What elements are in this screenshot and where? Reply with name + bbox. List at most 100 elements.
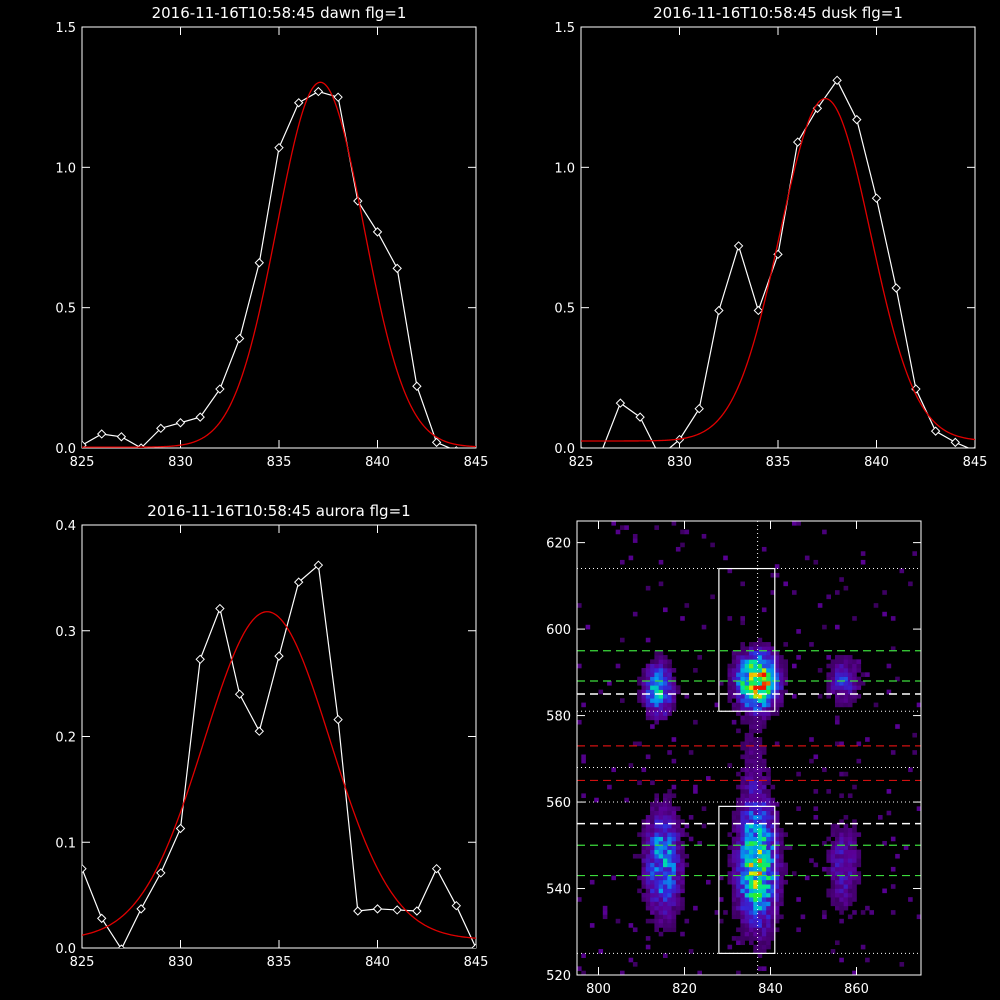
heatmap-cell xyxy=(658,676,664,682)
heatmap-cell xyxy=(852,689,857,695)
heatmap-cell xyxy=(770,572,776,578)
heatmap-cell xyxy=(774,815,780,820)
heatmap-cell xyxy=(740,832,745,837)
heatmap-cell xyxy=(654,923,659,928)
heatmap-cell xyxy=(736,797,741,803)
heatmap-cell xyxy=(830,832,836,837)
heatmap-cell xyxy=(718,680,724,686)
heatmap-cell xyxy=(740,581,745,587)
heatmap-cell xyxy=(654,711,659,716)
heatmap-cell xyxy=(645,892,651,898)
heatmap-cell xyxy=(736,845,741,850)
heatmap-cell xyxy=(675,849,681,855)
data-point xyxy=(136,904,146,914)
heatmap-cell xyxy=(650,715,655,721)
heatmap-cell xyxy=(770,931,776,937)
heatmap-cell xyxy=(749,676,754,682)
heatmap-cell xyxy=(839,702,844,708)
heatmap-cell xyxy=(774,888,780,894)
heatmap-cell xyxy=(770,823,776,829)
heatmap-cell xyxy=(736,693,741,699)
heatmap-cell xyxy=(847,871,853,876)
heatmap-cell xyxy=(847,875,853,881)
heatmap-cell xyxy=(744,897,750,902)
heatmap-cell xyxy=(736,836,741,842)
heatmap-cell xyxy=(749,819,754,824)
heatmap-cell xyxy=(749,849,754,855)
heatmap-cell xyxy=(641,819,647,824)
data-point xyxy=(82,863,87,874)
heatmap-cell xyxy=(637,832,642,837)
data-point xyxy=(694,403,704,414)
heatmap-cell xyxy=(607,680,612,686)
heatmap-cell xyxy=(667,884,672,889)
heatmap-cell xyxy=(766,940,771,946)
heatmap-cell xyxy=(830,862,836,868)
heatmap-cell xyxy=(650,892,655,898)
heatmap-cell xyxy=(839,866,844,872)
heatmap-cell xyxy=(757,910,763,915)
heatmap-cell xyxy=(654,888,659,894)
heatmap-cell xyxy=(835,897,840,902)
heatmap-cell xyxy=(598,689,604,695)
heatmap-cell xyxy=(667,858,672,863)
heatmap-cell xyxy=(753,650,758,656)
heatmap-cell xyxy=(740,685,745,690)
heatmap-cell xyxy=(835,866,840,872)
heatmap-cell xyxy=(744,655,750,660)
heatmap-cell xyxy=(671,897,677,902)
heatmap-cell xyxy=(641,840,647,846)
heatmap-cell xyxy=(830,668,836,673)
heatmap-cell xyxy=(671,845,677,850)
heatmap-cell xyxy=(620,559,625,565)
heatmap-cell xyxy=(761,897,767,902)
heatmap-cell xyxy=(650,836,655,842)
heatmap-cell xyxy=(822,914,827,920)
heatmap-cell xyxy=(770,884,776,889)
heatmap-cell xyxy=(839,840,844,846)
heatmap-cell xyxy=(830,827,836,833)
heatmap-cell xyxy=(761,966,767,971)
heatmap-cell xyxy=(912,750,917,755)
heatmap-cell xyxy=(865,737,870,742)
heatmap-cell xyxy=(731,819,737,824)
heatmap-cell xyxy=(753,866,758,872)
heatmap-cell xyxy=(826,693,831,699)
heatmap-cell xyxy=(671,836,677,842)
heatmap-cell xyxy=(658,715,664,721)
heatmap-cell xyxy=(740,810,745,816)
heatmap-cell xyxy=(774,572,780,578)
x-tick-label: 825 xyxy=(569,455,594,470)
heatmap-cell xyxy=(843,676,849,682)
heatmap-cell xyxy=(761,642,767,647)
heatmap-cell xyxy=(890,616,896,621)
heatmap-cell xyxy=(654,927,659,933)
heatmap-cell xyxy=(740,663,745,669)
heatmap-cell xyxy=(740,668,745,673)
heatmap-cell xyxy=(749,836,754,842)
x-tick-label: 840 xyxy=(365,455,390,470)
heatmap-cell xyxy=(856,862,862,868)
heatmap-cell xyxy=(761,866,767,872)
heatmap-cell xyxy=(830,892,836,898)
heatmap-cell xyxy=(740,680,745,686)
heatmap-cell xyxy=(654,918,659,924)
heatmap-cell xyxy=(774,672,780,677)
heatmap-cell xyxy=(753,676,758,682)
heatmap-cell xyxy=(766,918,771,924)
heatmap-cell xyxy=(830,871,836,876)
heatmap-cell xyxy=(770,849,776,855)
heatmap-cell xyxy=(684,603,690,608)
heatmap-cell xyxy=(744,884,750,889)
heatmap-cell xyxy=(860,672,866,677)
heatmap-cell xyxy=(753,879,758,885)
heatmap-cell xyxy=(757,685,763,690)
heatmap-cell xyxy=(774,879,780,885)
heatmap-cell xyxy=(749,672,754,677)
heatmap-cell xyxy=(718,918,724,924)
heatmap-cell xyxy=(753,784,758,790)
heatmap-cell xyxy=(740,879,745,885)
heatmap-cell xyxy=(766,944,771,950)
heatmap-cell xyxy=(835,676,840,682)
heatmap-cell xyxy=(736,827,741,833)
